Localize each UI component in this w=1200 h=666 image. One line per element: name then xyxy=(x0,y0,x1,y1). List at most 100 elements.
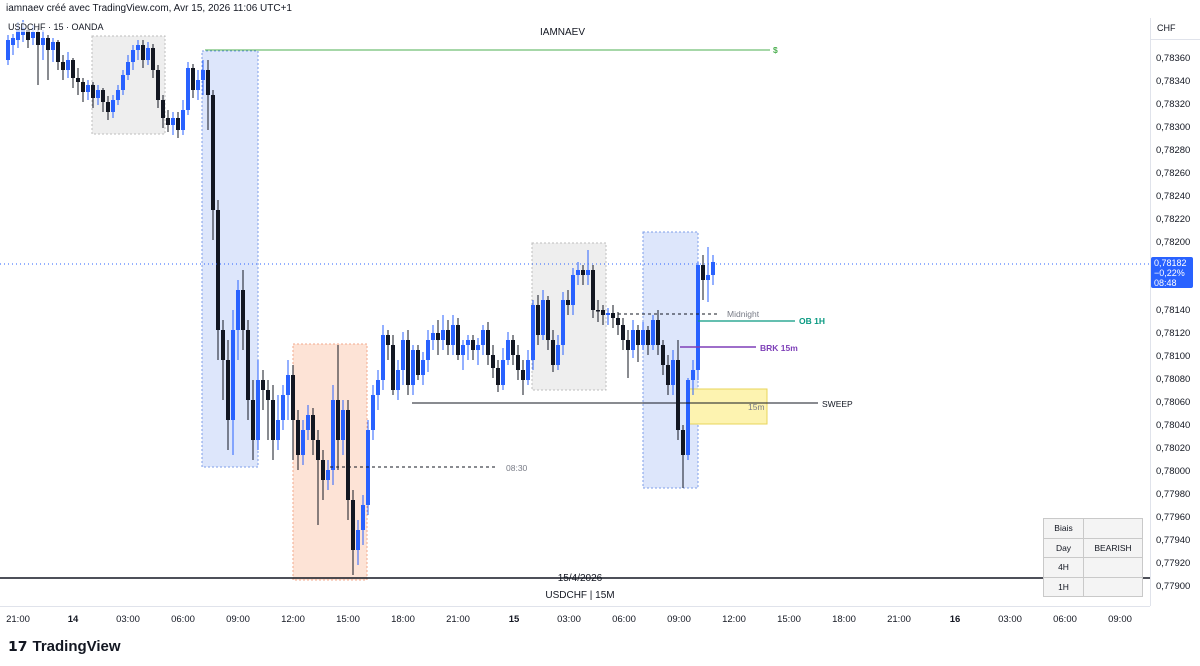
candle-body xyxy=(711,262,715,275)
candle-body xyxy=(566,300,570,305)
candle-body xyxy=(461,345,465,355)
bias-row-label: Day xyxy=(1043,537,1084,558)
candle-body xyxy=(466,340,470,345)
candle-body xyxy=(651,320,655,345)
ob-1h-label: OB 1H xyxy=(799,316,825,326)
candle-body xyxy=(211,95,215,210)
candle-body xyxy=(196,80,200,90)
candle-body xyxy=(411,350,415,385)
candle-body xyxy=(391,345,395,390)
midnight-label: Midnight xyxy=(727,309,760,319)
watermark-title: IAMNAEV xyxy=(540,27,586,38)
candle-body xyxy=(536,305,540,335)
current-change: −0,22% xyxy=(1154,268,1185,278)
candle-body xyxy=(561,300,565,345)
candle-body xyxy=(421,360,425,375)
candle-body xyxy=(121,75,125,90)
time-tick-label: 21:00 xyxy=(6,614,30,625)
bias-row-value xyxy=(1083,576,1143,597)
candle-body xyxy=(236,290,240,330)
logo-text: TradingView xyxy=(32,638,121,655)
time-0830-label: 08:30 xyxy=(506,463,528,473)
candle-body xyxy=(581,270,585,275)
tradingview-logo[interactable]: 𝟭𝟳 TradingView xyxy=(8,638,121,655)
candle-body xyxy=(291,375,295,420)
price-tick-label: 0,78120 xyxy=(1156,328,1191,339)
time-axis[interactable] xyxy=(0,606,1150,626)
candle-body xyxy=(396,370,400,390)
candle-body xyxy=(681,430,685,455)
candle-body xyxy=(386,335,390,345)
candle-body xyxy=(586,270,590,275)
price-tick-label: 0,78360 xyxy=(1156,53,1191,64)
candle-body xyxy=(181,110,185,130)
price-axis[interactable] xyxy=(1150,18,1200,606)
current-price-badge: 0,78182 −0,22% 08:48 xyxy=(1151,257,1193,288)
candle-body xyxy=(691,370,695,380)
candle-body xyxy=(331,400,335,470)
candle-body xyxy=(231,330,235,420)
time-tick-label: 16 xyxy=(949,614,961,625)
candle-body xyxy=(141,45,145,60)
candle-body xyxy=(451,325,455,345)
candle-body xyxy=(306,415,310,430)
candle-body xyxy=(701,265,705,280)
candle-body xyxy=(206,70,210,95)
time-tick-label: 09:00 xyxy=(226,614,250,625)
candle-body xyxy=(621,325,625,340)
candle-body xyxy=(556,345,560,365)
candle-body xyxy=(241,290,245,330)
candle-body xyxy=(496,368,500,385)
price-tick-label: 0,78080 xyxy=(1156,374,1191,385)
candle-body xyxy=(436,333,440,340)
candle-body xyxy=(51,42,55,50)
candle-body xyxy=(226,360,230,420)
candle-body xyxy=(311,415,315,440)
candle-body xyxy=(476,345,480,350)
candle-body xyxy=(161,100,165,118)
candle-body xyxy=(346,410,350,500)
price-chart[interactable] xyxy=(0,18,1150,606)
candle-body xyxy=(486,330,490,355)
candle-body xyxy=(56,42,60,62)
price-tick-label: 0,77920 xyxy=(1156,558,1191,569)
symbol-label[interactable]: USDCHF · 15 · OANDA xyxy=(8,22,104,32)
price-tick-label: 0,78200 xyxy=(1156,237,1191,248)
fvg-15m-label: 15m xyxy=(748,402,765,412)
candle-body xyxy=(471,340,475,350)
candle-body xyxy=(381,335,385,380)
candle-body xyxy=(36,32,40,45)
dollar-target-label: $ xyxy=(773,45,778,55)
candle-body xyxy=(176,118,180,130)
candle-body xyxy=(276,420,280,440)
candle-body xyxy=(261,380,265,390)
candle-body xyxy=(326,470,330,480)
sweep-label: SWEEP xyxy=(822,399,853,409)
price-tick-label: 0,78100 xyxy=(1156,351,1191,362)
time-tick-label: 21:00 xyxy=(446,614,470,625)
price-tick-label: 0,78300 xyxy=(1156,122,1191,133)
candle-body xyxy=(281,395,285,420)
bias-row-value xyxy=(1083,557,1143,578)
time-tick-label: 06:00 xyxy=(612,614,636,625)
candle-body xyxy=(351,500,355,550)
candle-body xyxy=(591,270,595,310)
candle-body xyxy=(661,345,665,365)
time-tick-label: 09:00 xyxy=(667,614,691,625)
candle-body xyxy=(341,410,345,440)
price-tick-label: 0,78000 xyxy=(1156,466,1191,477)
candle-body xyxy=(256,380,260,440)
price-tick-label: 0,78240 xyxy=(1156,191,1191,202)
price-tick-label: 0,78140 xyxy=(1156,305,1191,316)
bias-row-label: 1H xyxy=(1043,576,1084,597)
candle-body xyxy=(111,100,115,112)
candle-body xyxy=(91,85,95,98)
candle-body xyxy=(151,48,155,70)
candle-body xyxy=(596,310,600,312)
candle-body xyxy=(146,48,150,60)
time-tick-label: 06:00 xyxy=(1053,614,1077,625)
candle-body xyxy=(201,70,205,80)
candle-body xyxy=(526,360,530,380)
symbol-timeframe-label: USDCHF | 15M xyxy=(545,590,615,601)
candle-body xyxy=(16,30,20,40)
